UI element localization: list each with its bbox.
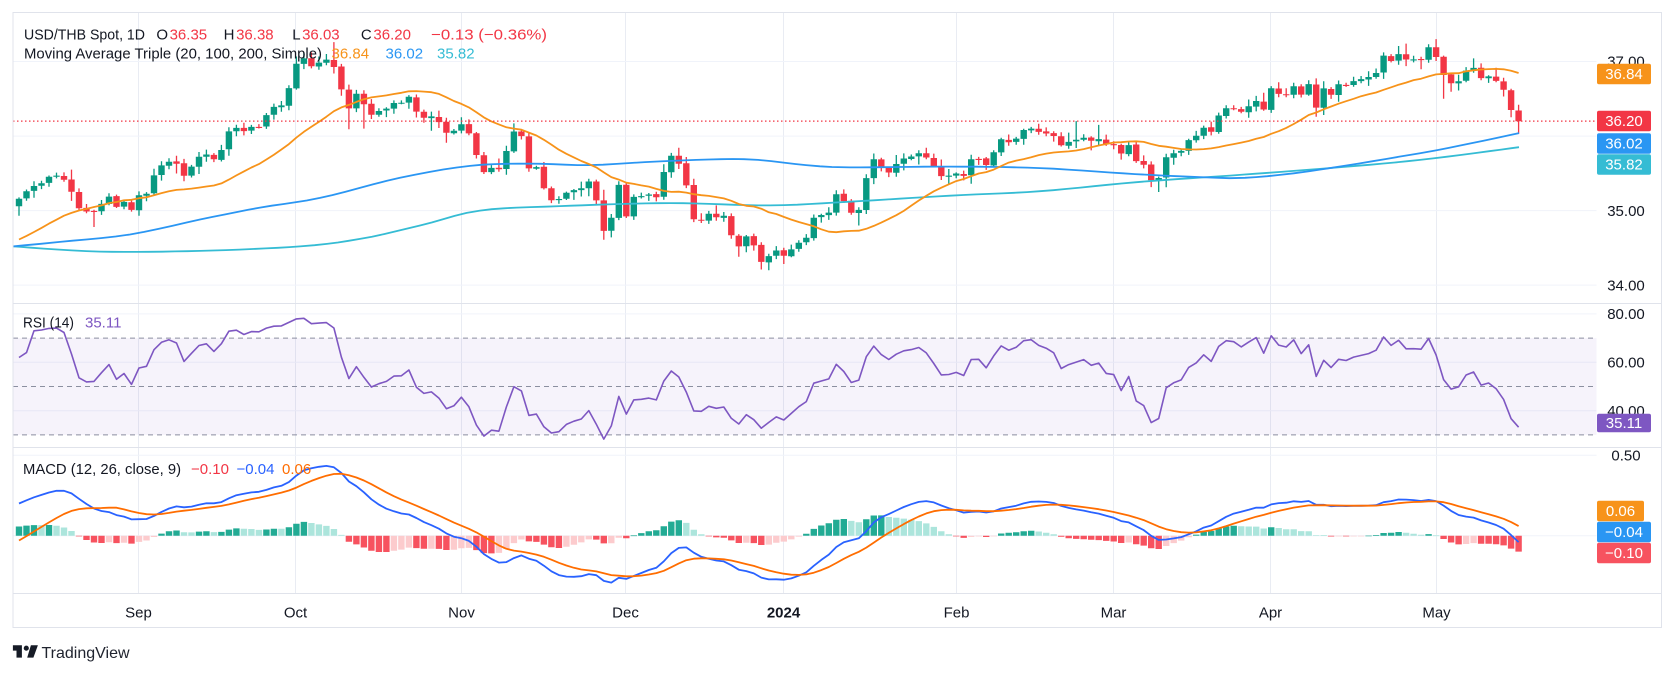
svg-text:36.38: 36.38 [236,27,274,44]
svg-text:Sep: Sep [125,605,152,622]
svg-text:H: H [224,27,235,44]
svg-text:USD/THB Spot, 1D: USD/THB Spot, 1D [24,27,145,44]
svg-text:MACD (12, 26, close, 9): MACD (12, 26, close, 9) [23,461,181,478]
svg-text:O: O [156,27,168,44]
svg-text:36.02: 36.02 [386,46,424,63]
svg-text:−0.13 (−0.36%): −0.13 (−0.36%) [431,27,547,44]
svg-text:35.00: 35.00 [1607,203,1645,220]
svg-text:C: C [361,27,372,44]
svg-text:36.20: 36.20 [373,27,411,44]
svg-text:35.82: 35.82 [437,46,475,63]
svg-text:Dec: Dec [612,605,639,622]
svg-text:0.06: 0.06 [1606,503,1635,520]
svg-text:80.00: 80.00 [1607,306,1645,323]
svg-text:0.06: 0.06 [282,461,311,478]
svg-text:Moving Average Triple (20, 100: Moving Average Triple (20, 100, 200, Sim… [24,46,322,63]
svg-text:−0.04: −0.04 [237,461,275,478]
svg-text:2024: 2024 [767,605,801,622]
svg-text:L: L [292,27,300,44]
svg-text:60.00: 60.00 [1607,355,1645,372]
svg-text:35.82: 35.82 [1605,157,1643,174]
svg-text:May: May [1422,605,1451,622]
svg-text:Apr: Apr [1259,605,1282,622]
svg-text:35.11: 35.11 [85,315,121,332]
svg-text:34.00: 34.00 [1607,277,1645,294]
svg-text:35.11: 35.11 [1606,415,1642,432]
svg-text:0.50: 0.50 [1611,448,1640,465]
svg-text:Feb: Feb [944,605,970,622]
svg-text:36.84: 36.84 [332,46,370,63]
svg-text:−0.10: −0.10 [1605,545,1643,562]
svg-text:36.84: 36.84 [1605,66,1643,83]
svg-text:36.35: 36.35 [170,27,208,44]
svg-text:36.20: 36.20 [1605,113,1643,130]
svg-text:RSI (14): RSI (14) [23,315,74,332]
svg-text:36.03: 36.03 [302,27,340,44]
svg-text:Oct: Oct [284,605,308,622]
svg-text:36.02: 36.02 [1605,136,1643,153]
svg-text:−0.10: −0.10 [191,461,229,478]
svg-text:TradingView: TradingView [42,645,130,662]
svg-text:−0.04: −0.04 [1605,524,1643,541]
svg-text:Mar: Mar [1101,605,1127,622]
svg-text:Nov: Nov [448,605,475,622]
